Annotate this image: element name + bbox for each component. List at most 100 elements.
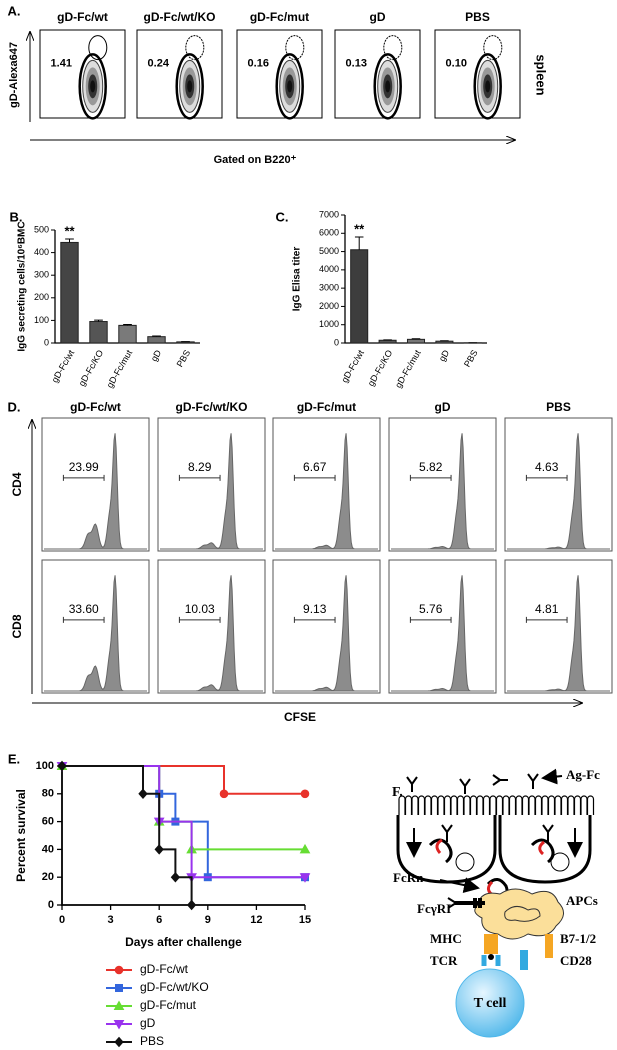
arrow — [541, 768, 563, 785]
gate-bracket — [62, 616, 105, 623]
y-tick-label: 5000 — [319, 246, 339, 256]
bar — [89, 321, 108, 344]
marker — [299, 843, 311, 854]
y-tick-label: 0 — [334, 337, 339, 347]
bar — [60, 241, 79, 344]
antibody — [441, 824, 453, 842]
gate-value: 5.76 — [419, 602, 443, 616]
survival-line — [62, 765, 305, 851]
microvillus — [528, 795, 536, 815]
error-bar — [354, 236, 364, 250]
fcrn-receptor — [428, 838, 453, 864]
legend-label: gD — [140, 1016, 156, 1030]
row-label: CD8 — [10, 614, 24, 638]
label: MHC — [430, 931, 462, 946]
microvillus — [534, 795, 543, 815]
x-tick-label: gD-Fc/mut — [105, 348, 135, 390]
column-title: PBS — [465, 10, 490, 24]
axis-label: Gated on B220⁺ — [214, 154, 297, 166]
axis-label: CFSE — [284, 710, 316, 724]
column-title: gD — [435, 400, 451, 414]
marker — [57, 760, 67, 772]
panel-label: E. — [8, 751, 20, 766]
x-tick-label: 15 — [299, 914, 311, 926]
error-bar — [411, 338, 421, 340]
label: FcRn — [393, 870, 424, 885]
panel-label: F. — [392, 785, 403, 800]
contour — [187, 80, 193, 93]
panel-label: C. — [276, 209, 289, 224]
microvillus — [554, 795, 562, 815]
apc-nucleus — [504, 906, 541, 922]
x-tick-label: 6 — [156, 914, 162, 926]
histogram — [160, 575, 263, 692]
arrow — [439, 877, 480, 893]
significance: ** — [354, 221, 365, 236]
x-tick-label: gD-Fc/wt — [50, 348, 77, 385]
cd28 — [520, 950, 528, 970]
t-cell — [455, 968, 525, 1038]
histogram-box — [504, 417, 613, 552]
legend-label: gD-Fc/wt/KO — [140, 980, 209, 994]
diagram — [396, 768, 592, 1038]
gate-value: 33.60 — [69, 602, 99, 616]
gate-bracket — [409, 616, 452, 623]
y-tick-label: 7000 — [319, 209, 339, 219]
microvillus — [450, 795, 458, 815]
row-label: CD4 — [10, 472, 24, 496]
axis-label: IgG secreting cells/10⁶BMC — [17, 221, 28, 351]
gate-value: 4.81 — [535, 602, 559, 616]
microvillus — [560, 795, 569, 815]
x-tick-label: gD-Fc/mut — [393, 348, 423, 390]
x-tick-label: gD — [437, 348, 452, 363]
y-tick-label: 4000 — [319, 264, 339, 274]
histogram-box — [504, 559, 613, 694]
legend-label: PBS — [140, 1034, 164, 1048]
fcrn-red — [435, 838, 443, 854]
y-tick-label: 0 — [44, 337, 49, 347]
gate — [483, 35, 503, 61]
microvillus — [573, 795, 582, 815]
microvillus — [586, 795, 595, 815]
antibody — [492, 774, 508, 786]
axis-label: gD-Alexa647 — [8, 42, 20, 108]
microvillus — [508, 795, 517, 815]
marker — [219, 789, 229, 799]
error-bar — [94, 319, 103, 322]
gate-bracket — [178, 474, 221, 481]
axis-label: Percent survival — [14, 789, 28, 882]
histogram — [275, 575, 378, 692]
label: CD28 — [560, 953, 592, 968]
histogram-box — [272, 417, 381, 552]
label: TCR — [430, 953, 458, 968]
microvillus — [547, 795, 556, 815]
marker — [138, 788, 148, 800]
legend-label: gD-Fc/mut — [140, 998, 197, 1012]
histogram — [391, 433, 494, 550]
histogram — [507, 433, 610, 550]
cell-right — [498, 815, 592, 884]
microvillus — [541, 795, 549, 815]
microvillus — [489, 795, 497, 815]
histogram-box — [388, 417, 497, 552]
gate-bracket — [525, 616, 568, 623]
legend-marker — [113, 1000, 125, 1010]
histogram — [44, 575, 147, 692]
y-tick-label: 3000 — [319, 283, 339, 293]
y-tick-label: 300 — [34, 270, 49, 280]
label: Ag-Fc — [566, 767, 600, 782]
label: FcγRI — [417, 901, 451, 916]
antigen — [488, 954, 494, 960]
label: T cell — [474, 996, 507, 1011]
y-tick-label: 1000 — [319, 319, 339, 329]
antibody — [542, 824, 554, 842]
nucleus — [455, 852, 475, 872]
y-tick-label: 100 — [36, 760, 54, 772]
column-title: gD-Fc/wt — [70, 400, 121, 414]
contour — [385, 80, 391, 93]
antibody — [527, 773, 539, 789]
fcgri — [455, 898, 485, 908]
gate-value: 0.10 — [446, 57, 467, 69]
column-title: gD-Fc/wt — [57, 10, 108, 24]
microvillus — [430, 795, 439, 815]
